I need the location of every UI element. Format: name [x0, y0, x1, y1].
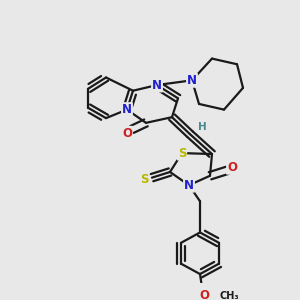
Text: N: N	[152, 79, 162, 92]
Text: O: O	[227, 161, 237, 174]
Text: S: S	[140, 173, 148, 186]
Text: O: O	[122, 127, 132, 140]
Text: H: H	[198, 122, 206, 132]
Text: N: N	[187, 74, 197, 87]
Text: N: N	[122, 103, 132, 116]
Text: O: O	[199, 289, 209, 300]
Text: CH₃: CH₃	[220, 291, 240, 300]
Text: S: S	[178, 147, 186, 160]
Text: N: N	[184, 179, 194, 192]
